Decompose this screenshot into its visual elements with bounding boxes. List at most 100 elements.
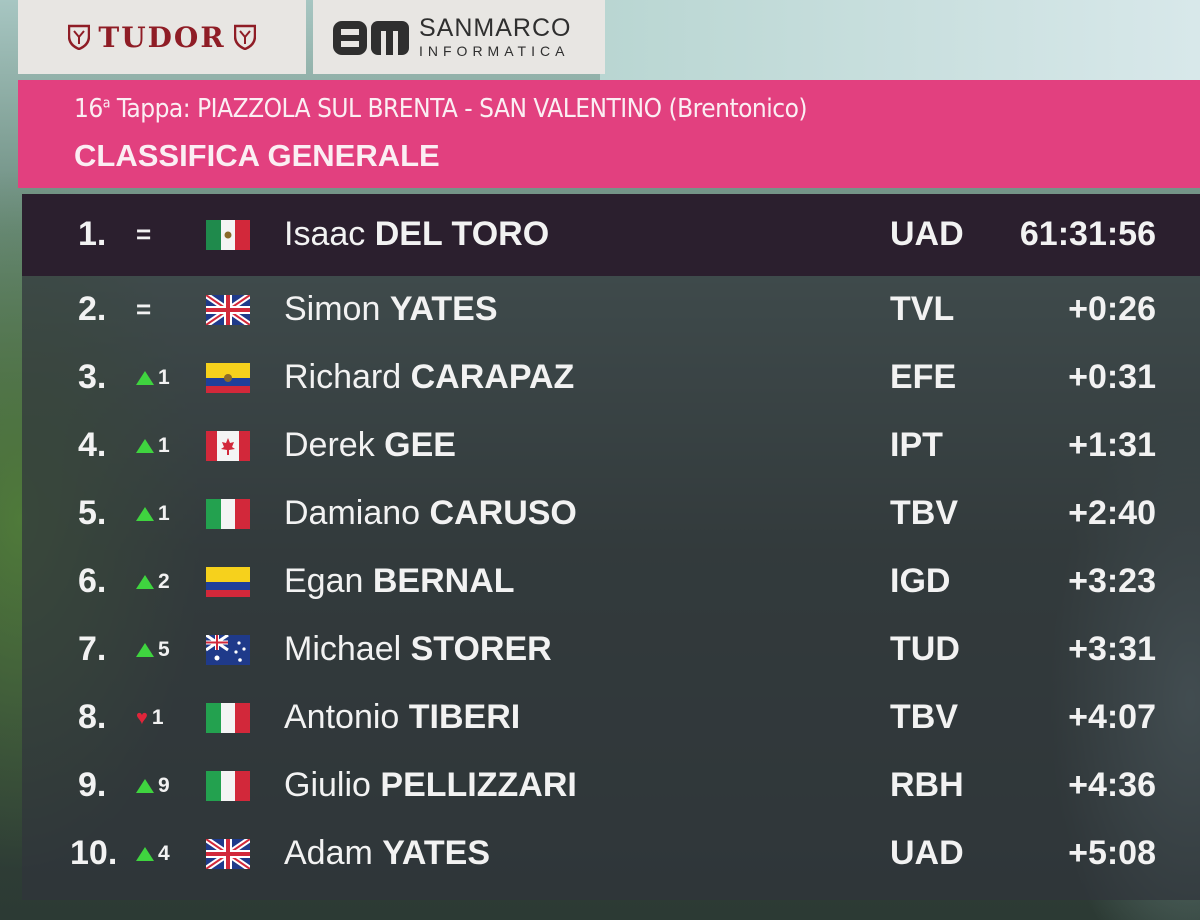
rider-last-name: GEE [384, 426, 456, 464]
rider-first-name: Damiano [284, 494, 421, 532]
arrow-up-icon [136, 847, 154, 861]
position-change: ♥ 1 [136, 706, 196, 730]
rider-name: Derek GEE [284, 426, 456, 465]
stage-number: 16 [74, 94, 103, 124]
position-change-value: 5 [158, 638, 170, 661]
standings-row: 5. 1 Damiano CARUSO TBV +2:40 [22, 480, 1200, 548]
team-code: IGD [890, 562, 951, 600]
background-sky [600, 0, 1200, 80]
position-change: 1 [136, 502, 196, 526]
position-change: 1 [136, 434, 196, 458]
rank: 3. [78, 358, 107, 396]
rider-first-name: Antonio [284, 698, 400, 736]
gc-time: +0:26 [1068, 290, 1156, 328]
arrow-up-icon [136, 643, 154, 657]
rider-name: Damiano CARUSO [284, 494, 577, 533]
rider-name: Simon YATES [284, 290, 498, 329]
position-change: 9 [136, 774, 196, 798]
mexico-flag-icon [206, 220, 250, 250]
unchanged-icon: = [136, 294, 152, 324]
gc-time: +3:23 [1068, 562, 1156, 600]
uk-flag-icon [204, 292, 252, 328]
arrow-up-icon [136, 439, 154, 453]
sponsor-sanmarco: SANMARCO INFORMATICA [313, 0, 605, 74]
italy-flag-icon [206, 771, 250, 801]
australia-flag-icon [205, 633, 250, 665]
gc-time: +4:36 [1068, 766, 1156, 804]
rank: 8. [78, 698, 107, 736]
rank: 10. [70, 834, 118, 872]
stage-suffix: a [102, 95, 111, 112]
sanmarco-logo-icon [333, 21, 409, 55]
gc-time: +2:40 [1068, 494, 1156, 532]
gc-time: +3:31 [1068, 630, 1156, 668]
canada-flag-icon [206, 431, 250, 461]
stage-label: Tappa: [109, 94, 198, 124]
standings-row: 3. 1 Richard CARAPAZ EFE +0:31 [22, 344, 1200, 412]
rider-name: Giulio PELLIZZARI [284, 766, 577, 805]
tudor-shield-icon [68, 24, 91, 50]
position-change: 2 [136, 570, 196, 594]
sponsor-sanmarco-sub: INFORMATICA [419, 43, 570, 59]
italy-flag-icon [206, 499, 250, 529]
rider-first-name: Derek [284, 426, 375, 464]
standings-row: 9. 9 Giulio PELLIZZARI RBH +4:36 [22, 752, 1200, 820]
standings-row: 7. 5 Michael STORER TUD +3:31 [22, 616, 1200, 684]
position-change-value: 1 [158, 434, 170, 457]
rider-last-name: STORER [410, 630, 552, 668]
position-change-value: 1 [158, 502, 170, 525]
position-change: 5 [136, 638, 196, 662]
rank: 7. [78, 630, 107, 668]
rider-last-name: DEL TORO [374, 215, 550, 253]
stage-line: 16a Tappa: PIAZZOLA SUL BRENTA - SAN VAL… [74, 94, 808, 124]
standings-row: 4. 1 Derek GEE IPT +1:31 [22, 412, 1200, 480]
position-change: = [136, 294, 196, 325]
position-change-value: 2 [158, 570, 170, 593]
classification-header: 16a Tappa: PIAZZOLA SUL BRENTA - SAN VAL… [18, 80, 1200, 188]
sponsor-tudor: TUDOR [18, 0, 306, 74]
rank: 5. [78, 494, 107, 532]
rider-name: Michael STORER [284, 630, 552, 669]
rank: 9. [78, 766, 107, 804]
rider-first-name: Richard [284, 358, 402, 396]
gc-time: +1:31 [1068, 426, 1156, 464]
rank: 1. [78, 215, 107, 253]
team-code: TBV [890, 494, 958, 532]
rider-last-name: BERNAL [372, 562, 515, 600]
sponsor-sanmarco-name: SANMARCO [419, 14, 572, 42]
rider-last-name: TIBERI [408, 698, 521, 736]
arrow-up-icon [136, 371, 154, 385]
arrow-up-icon [136, 779, 154, 793]
rider-name: Isaac DEL TORO [284, 215, 549, 254]
stage-route: PIAZZOLA SUL BRENTA - SAN VALENTINO (Bre… [197, 94, 808, 124]
colombia-flag-icon [206, 567, 250, 597]
tudor-shield-icon [233, 24, 256, 50]
rider-first-name: Michael [284, 630, 402, 668]
standings-row: 2. = Simon YATES TVL +0:26 [22, 276, 1200, 344]
rider-name: Richard CARAPAZ [284, 358, 574, 397]
rider-first-name: Simon [284, 290, 381, 328]
team-code: EFE [890, 358, 957, 396]
gc-time: +4:07 [1068, 698, 1156, 736]
uk-flag-icon [204, 836, 252, 872]
team-code: UAD [890, 834, 964, 872]
position-change-value: 1 [158, 366, 170, 389]
position-change: 4 [136, 842, 196, 866]
rider-last-name: YATES [382, 834, 490, 872]
rider-first-name: Egan [284, 562, 364, 600]
rider-name: Antonio TIBERI [284, 698, 520, 737]
standings-row: 8. ♥ 1 Antonio TIBERI TBV +4:07 [22, 684, 1200, 752]
team-code: TVL [890, 290, 955, 328]
sponsor-tudor-label: TUDOR [98, 20, 226, 54]
team-code: UAD [890, 215, 964, 253]
rider-first-name: Adam [284, 834, 373, 872]
rider-name: Adam YATES [284, 834, 490, 873]
ecuador-flag-icon [206, 363, 250, 393]
classification-title: CLASSIFICA GENERALE [74, 138, 440, 173]
standings-table: 1. = Isaac DEL TORO UAD 61:31:56 2. = Simon YA… [22, 194, 1200, 900]
team-code: TBV [890, 698, 958, 736]
rider-last-name: YATES [389, 290, 498, 328]
position-change-value: 1 [151, 706, 164, 729]
arrow-down-icon: ♥ [136, 706, 148, 729]
team-code: RBH [890, 766, 964, 804]
